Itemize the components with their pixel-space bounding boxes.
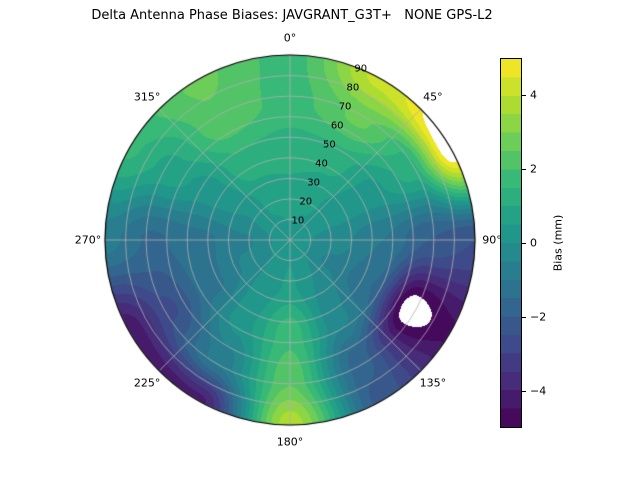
azimuth-tick-label: 45°: [423, 90, 443, 104]
colorbar-tick-label: −4: [530, 384, 547, 398]
colorbar-tick-mark: [522, 390, 526, 392]
radial-tick-label: 30: [307, 177, 320, 189]
chart-title: Delta Antenna Phase Biases: JAVGRANT_G3T…: [91, 8, 493, 23]
radial-tick-label: 10: [291, 215, 305, 227]
colorbar-tick-label: 2: [530, 162, 537, 176]
colorbar-gradient: [500, 58, 522, 428]
colorbar: −4 −2 0 2 4 Bias (mm): [500, 58, 590, 428]
colorbar-tick-label: 0: [530, 236, 537, 250]
radial-tick-label: 40: [315, 158, 328, 170]
azimuth-tick-label: 135°: [419, 376, 447, 390]
colorbar-tick-mark: [522, 94, 526, 96]
azimuth-tick-label: 0°: [283, 31, 297, 45]
azimuth-tick-label: 180°: [276, 435, 304, 449]
azimuth-tick-label: 90°: [482, 233, 502, 247]
radial-tick-label: 20: [299, 196, 313, 208]
colorbar-tick-mark: [522, 242, 526, 244]
colorbar-axis-label: Bias (mm): [551, 214, 565, 272]
colorbar-tick-mark: [522, 168, 526, 170]
radial-tick-label: 50: [322, 139, 336, 151]
colorbar-tick-mark: [522, 316, 526, 318]
azimuth-tick-label: 225°: [133, 376, 161, 390]
colorbar-tick-label: −2: [530, 310, 547, 324]
azimuth-tick-label: 270°: [74, 233, 102, 247]
radial-tick-label: 60: [330, 120, 344, 132]
radial-tick-label: 90: [354, 63, 368, 75]
azimuth-tick-label: 315°: [133, 90, 161, 104]
colorbar-tick-label: 4: [530, 88, 537, 102]
radial-tick-label: 70: [338, 101, 352, 113]
radial-tick-label: 80: [346, 82, 360, 94]
